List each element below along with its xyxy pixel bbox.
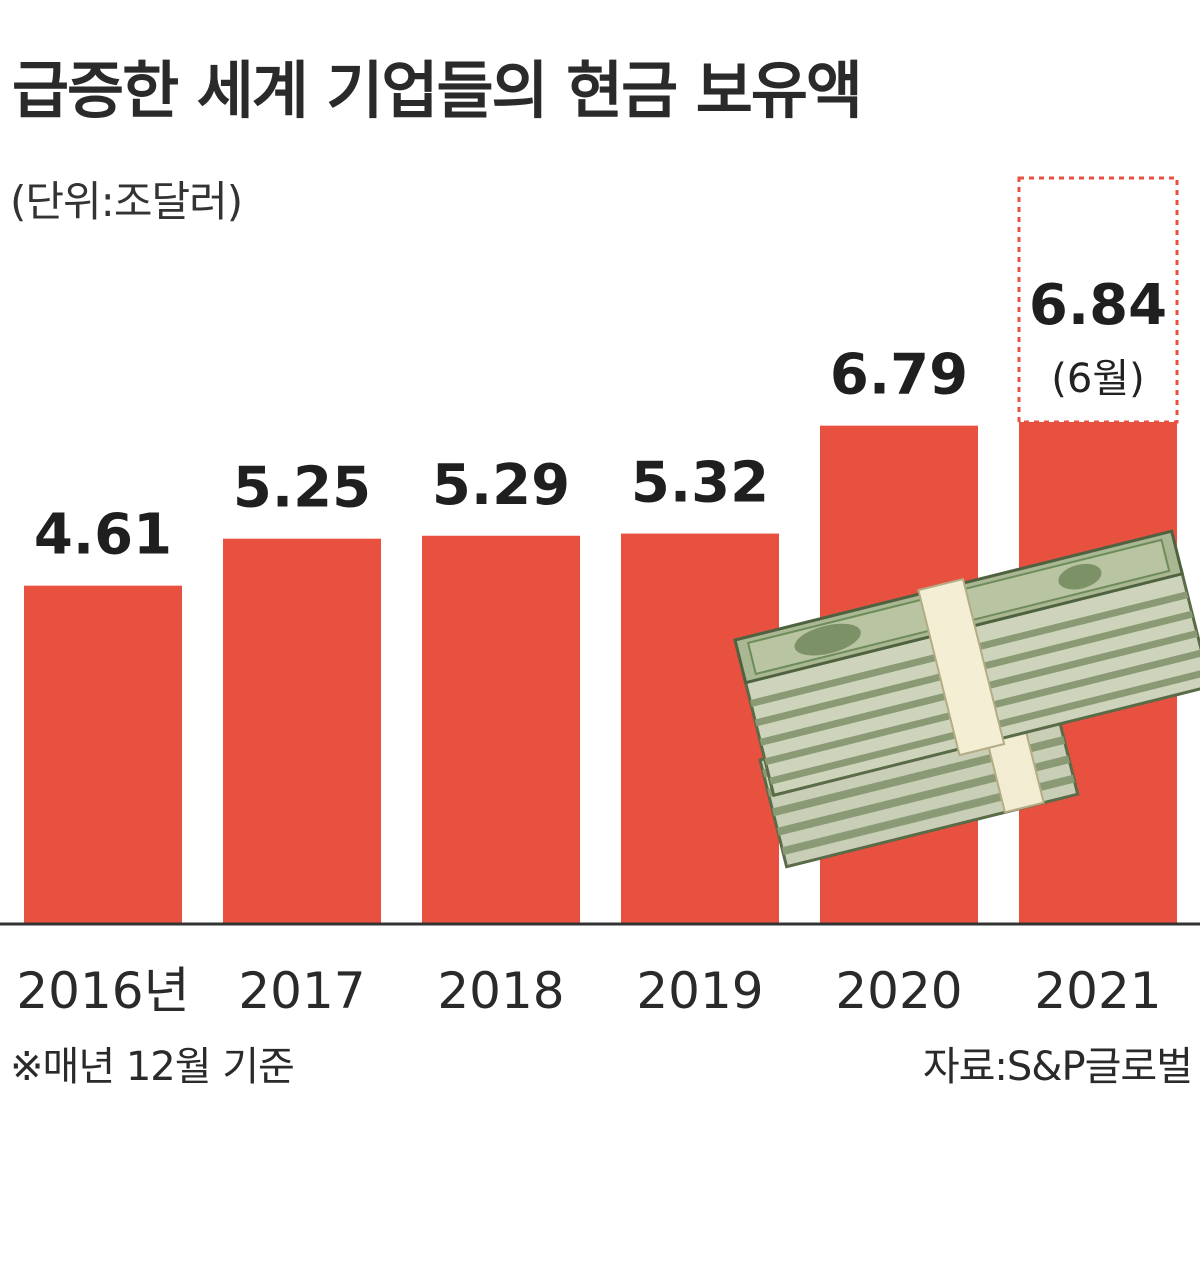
x-tick-2018: 2018 bbox=[437, 962, 564, 1020]
bar-2017 bbox=[223, 538, 381, 924]
data-label-2021: 6.84 bbox=[1029, 273, 1167, 338]
annotation-label-2021: (6월) bbox=[1051, 356, 1144, 402]
data-label-2019: 5.32 bbox=[631, 451, 769, 516]
data-label-2018: 5.29 bbox=[432, 453, 570, 518]
bar-2019 bbox=[621, 533, 779, 924]
x-tick-2020: 2020 bbox=[835, 962, 962, 1020]
cash-stack-icon bbox=[733, 529, 1200, 869]
x-tick-2021: 2021 bbox=[1034, 962, 1161, 1020]
footnote: ※매년 12월 기준 bbox=[10, 1044, 295, 1090]
bar-2018 bbox=[422, 535, 580, 924]
bar-chart: 4.61 5.25 5.29 5.32 6.79 6.84 (6월) 2016년 2017 20… bbox=[0, 176, 1200, 1020]
data-label-2016: 4.61 bbox=[34, 503, 172, 568]
x-tick-2019: 2019 bbox=[636, 962, 763, 1020]
unit-label: (단위:조달러) bbox=[10, 177, 243, 226]
source-label: 자료:S&P글로벌 bbox=[922, 1044, 1193, 1090]
x-tick-2017: 2017 bbox=[238, 962, 365, 1020]
x-tick-2016: 2016년 bbox=[16, 962, 189, 1020]
data-label-2020: 6.79 bbox=[830, 343, 968, 408]
chart-title: 급증한 세계 기업들의 현금 보유액 bbox=[12, 54, 863, 127]
bar-2016 bbox=[24, 585, 182, 924]
data-label-2017: 5.25 bbox=[233, 456, 371, 521]
